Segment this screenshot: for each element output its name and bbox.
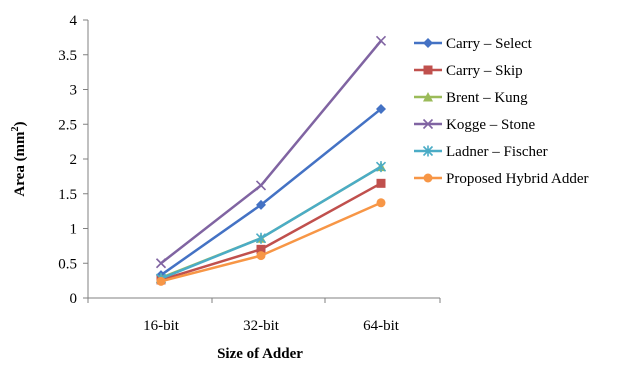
y-tick-label: 1 xyxy=(70,222,78,238)
legend-item: Proposed Hybrid Adder xyxy=(414,171,589,187)
y-tick-label: 2.5 xyxy=(58,117,77,133)
legend-marker xyxy=(423,92,433,102)
data-point-marker xyxy=(376,178,386,188)
series-line xyxy=(160,40,382,265)
series-line xyxy=(160,165,382,280)
y-tick-label: 4 xyxy=(70,13,78,29)
legend-marker xyxy=(423,65,433,75)
x-tick-label: 16-bit xyxy=(143,318,180,334)
legend-marker xyxy=(422,118,434,130)
y-axis-title: Area (mm2) xyxy=(10,121,28,196)
y-tick-label: 2 xyxy=(70,152,78,168)
data-point-marker xyxy=(375,161,387,173)
y-tick-label: 1.5 xyxy=(58,187,77,203)
x-axis-title: Size of Adder xyxy=(217,346,303,362)
series-line xyxy=(160,165,382,280)
legend-label: Brent – Kung xyxy=(446,90,528,106)
legend-label: Kogge – Stone xyxy=(446,117,536,133)
plot-area xyxy=(155,35,387,286)
x-axis: 16-bit 32-bit 64-bit xyxy=(87,297,441,334)
y-tick-label: 3.5 xyxy=(58,48,77,64)
y-axis: 0 0.5 1 1.5 2 2.5 3 3.5 4 xyxy=(58,13,89,307)
legend-marker xyxy=(422,145,434,157)
legend-label: Ladner – Fischer xyxy=(446,144,548,160)
series-0 xyxy=(156,103,386,281)
y-tick-label: 0.5 xyxy=(58,256,77,272)
x-tick-label: 32-bit xyxy=(243,318,280,334)
data-point-marker xyxy=(255,232,267,244)
legend-label: Carry – Select xyxy=(446,36,533,52)
data-point-marker xyxy=(376,198,386,208)
series-4 xyxy=(155,161,387,285)
data-point-marker xyxy=(256,244,266,254)
x-tick-label: 64-bit xyxy=(363,318,400,334)
legend-item: Ladner – Fischer xyxy=(414,144,548,160)
data-point-marker xyxy=(256,251,266,261)
legend-item: Carry – Select xyxy=(414,36,533,52)
series-5 xyxy=(156,198,386,286)
data-point-marker xyxy=(155,258,167,269)
data-point-marker xyxy=(156,276,166,286)
y-tick-label: 3 xyxy=(70,83,78,99)
data-point-marker xyxy=(256,199,266,210)
legend-marker xyxy=(423,38,433,48)
legend-marker xyxy=(423,173,433,183)
data-point-marker xyxy=(255,180,267,191)
data-point-marker xyxy=(376,103,386,114)
data-point-marker xyxy=(375,35,387,46)
legend-label: Carry – Skip xyxy=(446,63,523,79)
legend-label: Proposed Hybrid Adder xyxy=(446,171,589,187)
series-2 xyxy=(156,161,386,283)
legend-item: Kogge – Stone xyxy=(414,117,536,133)
legend: Carry – Select Carry – Skip Brent – Kung Ko… xyxy=(414,36,589,187)
series-3 xyxy=(155,35,387,269)
legend-item: Carry – Skip xyxy=(414,63,523,79)
y-tick-label: 0 xyxy=(70,291,78,307)
legend-item: Brent – Kung xyxy=(414,90,528,106)
